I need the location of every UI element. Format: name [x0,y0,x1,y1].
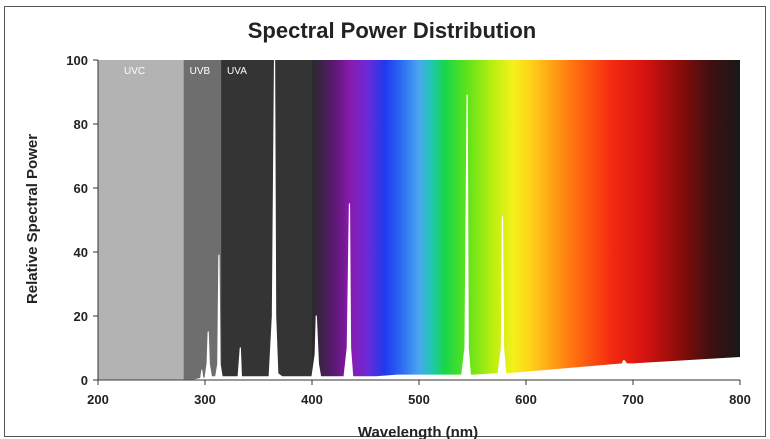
y-tick-label: 100 [66,53,88,68]
x-axis-label: Wavelength (nm) [358,424,478,439]
x-axis-ticks: 200 300 400 500 600 700 800 [87,380,751,407]
region-label-uvc: UVC [124,66,145,77]
region-label-uvb: UVB [190,66,211,77]
plot-area: UVC UVB UVA [97,59,741,381]
x-tick-label: 800 [729,392,751,407]
region-label-uva: UVA [227,66,247,77]
x-tick-label: 500 [408,392,430,407]
x-tick-label: 700 [622,392,644,407]
y-axis-label: Relative Spectral Power [24,134,41,304]
y-tick-label: 80 [74,117,88,132]
x-tick-label: 300 [194,392,216,407]
region-band-uvb [183,60,222,380]
y-tick-label: 0 [81,373,88,388]
y-axis-ticks: 0 20 40 60 80 100 [66,53,98,388]
region-band-uva [221,60,312,380]
y-tick-label: 60 [74,181,88,196]
x-tick-label: 400 [301,392,323,407]
x-tick-label: 200 [87,392,109,407]
y-tick-label: 40 [74,245,88,260]
chart-title: Spectral Power Distribution [248,18,537,43]
x-tick-label: 600 [515,392,537,407]
region-band-uvc [98,60,184,380]
region-labels: UVC UVB UVA [124,66,247,77]
spectral-regions [98,60,312,380]
visible-spectrum-band [312,60,740,380]
spd-series-line [97,59,741,381]
y-tick-label: 20 [74,309,88,324]
